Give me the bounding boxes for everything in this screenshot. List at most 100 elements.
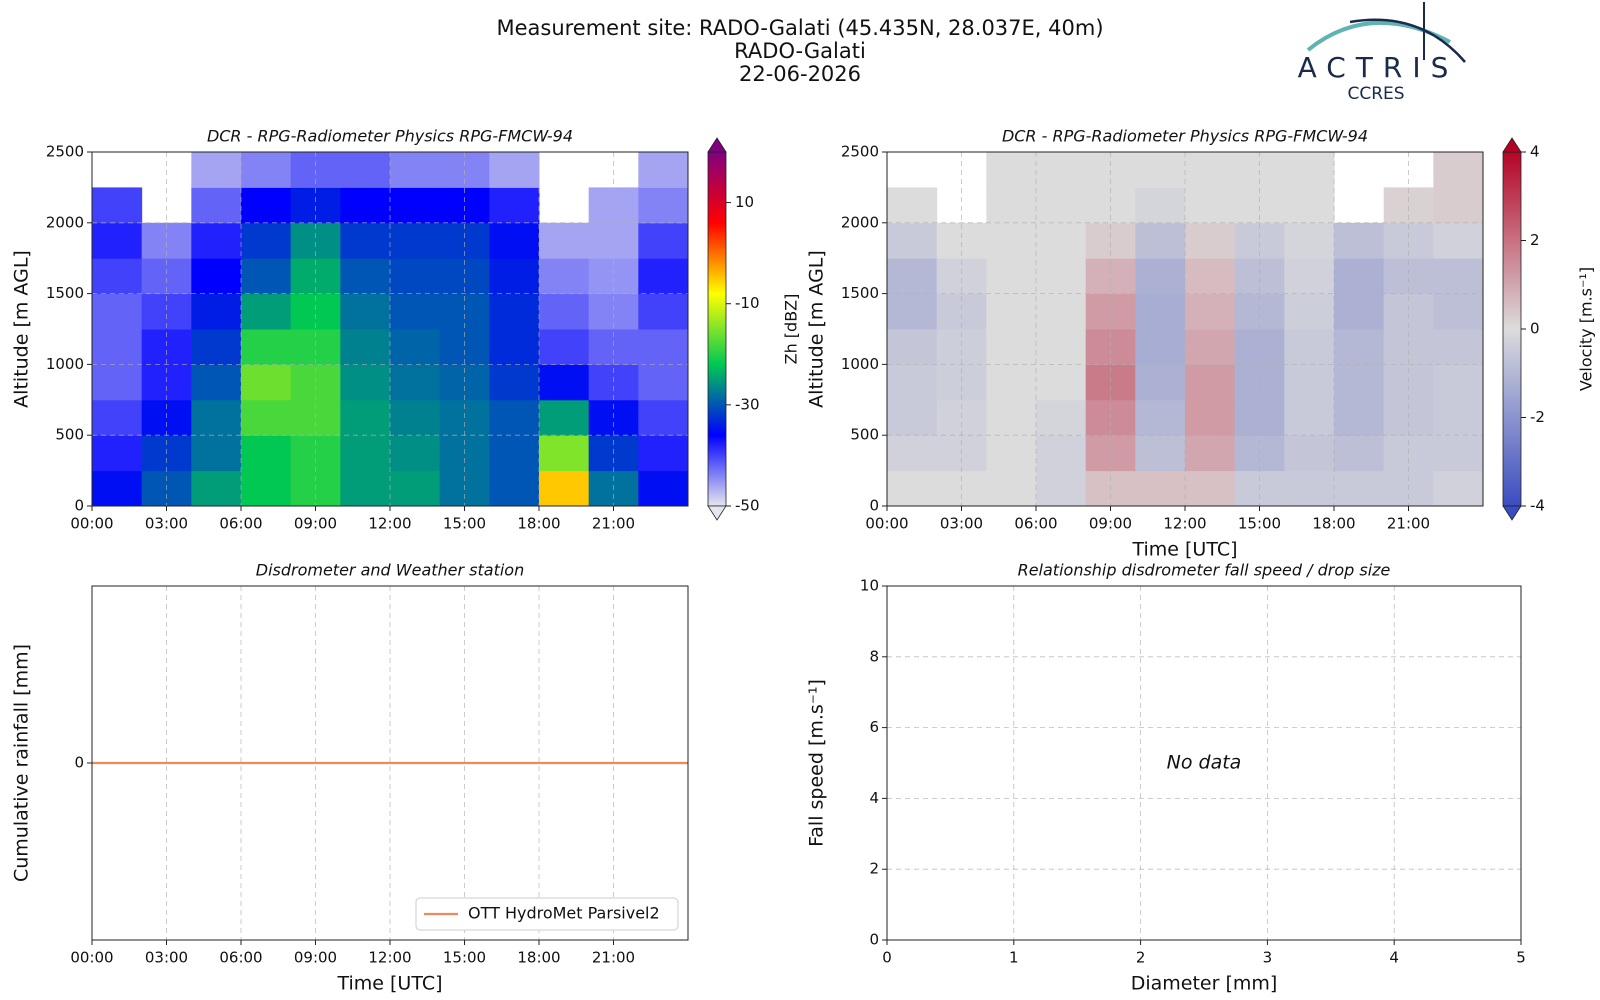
heat-cell [390,399,441,436]
heat-cell [92,470,143,507]
heat-cell [241,399,292,436]
colorbar-tick-label: -4 [1530,497,1545,515]
heat-cell [241,258,292,295]
annotation: No data [1167,752,1242,774]
heat-cell [986,399,1037,436]
x-tick-label: 06:00 [219,515,262,533]
x-tick-label: 2 [1136,949,1146,967]
heat-cell [1284,152,1335,188]
heat-cell [986,470,1037,507]
heat-cell [1433,258,1484,295]
heat-cell [1284,222,1335,259]
colorbar [1502,151,1522,507]
heat-cell [638,152,689,188]
x-tick-label: 03:00 [145,949,188,967]
x-tick-label: 4 [1389,949,1399,967]
heat-cell [1284,187,1335,224]
heat-cell [1185,435,1236,472]
heat-cell [241,222,292,259]
x-tick-label: 00:00 [70,949,113,967]
heat-cell [92,222,143,259]
heat-cell [489,187,540,224]
heat-cell [390,470,441,507]
heat-cell [1036,293,1087,330]
heat-cell [539,435,590,472]
heat-cell [1135,187,1186,224]
heat-cell [390,152,441,188]
heat-cell [1036,152,1087,188]
colorbar-tick-label: -10 [735,294,760,312]
x-tick-label: 3 [1263,949,1273,967]
heat-cell [1185,470,1236,507]
x-tick-label: 09:00 [1089,515,1132,533]
colorbar-tick-label: 10 [735,193,754,211]
heat-cell [1284,258,1335,295]
logo-arc [1349,18,1466,63]
heat-cell [489,435,540,472]
y-tick-label: 0 [74,497,84,515]
heat-cell [887,187,938,224]
heat-cell [986,435,1037,472]
heat-cell [638,222,689,259]
heat-cell [986,152,1037,188]
heat-cell [340,329,391,365]
heat-cell [1433,293,1484,330]
heat-cell [638,364,689,401]
x-tick-label: 12:00 [368,515,411,533]
y-tick-label: 1500 [841,284,879,302]
heat-cell [489,470,540,507]
heat-cell [1284,435,1335,472]
heat-cell [638,470,689,507]
heat-cell [1135,470,1186,507]
heat-cell [887,399,938,436]
heat-cell [1334,293,1385,330]
chart-title: DCR - RPG-Radiometer Physics RPG-FMCW-94 [1002,127,1368,146]
logo-arc [1306,20,1451,52]
heat-cell [1185,222,1236,259]
heat-cell [1284,364,1335,401]
heat-cell [390,222,441,259]
heat-cell [1334,329,1385,365]
heat-cell [1135,435,1186,472]
heat-cell [390,258,441,295]
heat-cell [1135,258,1186,295]
heat-cell [1284,470,1335,507]
heat-cell [1135,364,1186,401]
date: 22-06-2026 [739,62,861,86]
y-tick-label: 2 [869,860,879,878]
heat-cell [1433,329,1484,365]
heat-cell [887,329,938,365]
page-title: Measurement site: RADO-Galati (45.435N, … [496,16,1103,40]
heat-cell [92,293,143,330]
heat-cell [1433,152,1484,188]
logo: ACTRIS CCRES [1298,2,1466,104]
heat-cell [1036,187,1087,224]
heat-cell [191,258,242,295]
heat-cell [340,258,391,295]
y-tick-label: 0 [869,497,879,515]
y-axis-label: Altitude [m AGL] [11,250,33,408]
heat-cell [1334,470,1385,507]
heat-cell [241,364,292,401]
heat-cell [191,435,242,472]
y-tick-label: 6 [869,718,879,736]
station-name: RADO-Galati [734,39,866,63]
colorbar-tick-label: 2 [1530,231,1540,249]
axes-frame [91,151,689,507]
heat-cell [241,470,292,507]
x-tick-label: 03:00 [940,515,983,533]
heat-cell [92,364,143,401]
colorbar-label: Zh [dBZ] [782,294,801,365]
heat-cell [1185,152,1236,188]
heat-cell [92,435,143,472]
heat-cell [539,293,590,330]
chart-title: DCR - RPG-Radiometer Physics RPG-FMCW-94 [207,127,573,146]
x-tick-label: 09:00 [294,515,337,533]
heat-cell [887,364,938,401]
heat-cell [986,329,1037,365]
heat-cell [986,258,1037,295]
y-tick-label: 10 [860,577,879,595]
y-tick-label: 2000 [46,213,84,231]
heat-cell [489,364,540,401]
heat-cell [191,329,242,365]
